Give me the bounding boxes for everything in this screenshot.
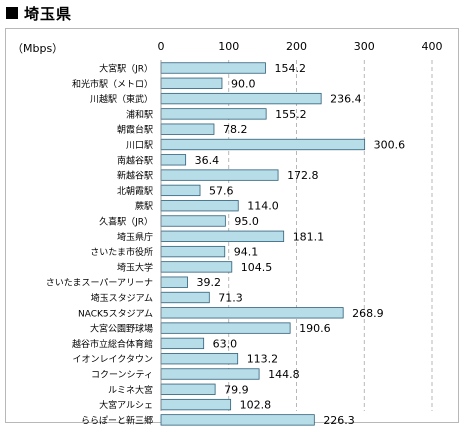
- category-label: 埼玉大学: [117, 261, 153, 273]
- category-label: 埼玉県庁: [117, 231, 153, 243]
- data-label: 300.6: [374, 139, 406, 152]
- data-label: 226.3: [323, 414, 355, 427]
- data-label: 78.2: [223, 123, 248, 136]
- data-label: 155.2: [275, 108, 307, 121]
- bar: [160, 169, 279, 181]
- bar: [160, 92, 322, 105]
- bar: [160, 337, 205, 350]
- bar: [160, 291, 210, 304]
- data-label: 154.2: [274, 62, 306, 75]
- data-label: 114.0: [247, 200, 278, 213]
- category-label: さいたまスーパーアリーナ: [46, 278, 153, 289]
- category-label: 埼玉スタジアム: [91, 292, 153, 304]
- bar: [160, 62, 266, 74]
- data-label: 36.4: [195, 154, 220, 167]
- bar: [160, 138, 366, 151]
- category-label: 川越駅（東武）: [90, 93, 153, 105]
- category-label: ららぽーと新三郷: [81, 414, 153, 426]
- bar: [160, 353, 239, 365]
- category-label: 蕨駅: [135, 200, 153, 212]
- category-labels: 大宮駅（JR） 和光市駅（メトロ） 川越駅（東武） 浦和駅朝霞台駅川口駅南越谷駅新越谷…: [46, 63, 153, 427]
- x-tick-label: 300: [354, 40, 375, 53]
- data-label: 268.9: [352, 307, 384, 320]
- category-label: 新越谷駅: [117, 170, 153, 182]
- bar: [160, 123, 215, 135]
- bar: [160, 108, 267, 120]
- data-label: 172.8: [287, 169, 319, 182]
- square-bullet-icon: [6, 7, 18, 19]
- data-label: 236.4: [330, 93, 362, 106]
- data-label: 104.5: [241, 261, 273, 274]
- bar: [160, 276, 188, 288]
- bar: [160, 368, 260, 380]
- value-labels: 154.2 90.0 236.4 155.2 78.2 300.6 36.4 172.8 57.…: [195, 62, 405, 427]
- category-label: ルミネ大宮: [108, 384, 153, 396]
- data-label: 90.0: [231, 77, 256, 90]
- bar: [160, 414, 315, 426]
- data-label: 94.1: [234, 246, 259, 259]
- category-label: イオンレイクタウン: [73, 354, 153, 365]
- bar: [160, 261, 233, 273]
- x-axis-ticks: 0 100 200 300 400: [158, 40, 443, 53]
- chart-title: 埼玉県: [24, 4, 73, 23]
- bar: [160, 215, 226, 227]
- category-label: 大宮アルシェ: [99, 399, 153, 411]
- category-label: 朝霞台駅: [117, 124, 153, 136]
- category-label: 大宮公園野球場: [90, 323, 153, 335]
- bar: [160, 230, 285, 242]
- bar: [160, 398, 232, 411]
- category-label: 南越谷駅: [117, 154, 153, 166]
- data-label: 71.3: [218, 292, 243, 305]
- category-label: 久喜駅（JR）: [99, 216, 153, 228]
- bar: [160, 154, 187, 166]
- x-tick-label: 400: [422, 40, 443, 53]
- chart-header: 埼玉県: [4, 2, 72, 24]
- category-label: 川口駅: [126, 140, 153, 151]
- category-label: 越谷市立総合体育館: [72, 338, 153, 350]
- category-label: 北朝霞駅: [117, 186, 153, 197]
- bar: [160, 77, 223, 89]
- bar: [160, 200, 239, 212]
- data-label: 144.8: [268, 368, 300, 381]
- bar: [160, 245, 226, 258]
- category-label: 浦和駅: [126, 108, 153, 120]
- x-tick-label: 100: [218, 40, 239, 53]
- data-label: 39.2: [197, 276, 222, 289]
- category-label: コクーンシティ: [91, 370, 153, 381]
- data-label: 190.6: [299, 322, 331, 335]
- category-label: さいたま市役所: [90, 246, 153, 258]
- bar: [160, 184, 201, 197]
- data-label: 57.6: [209, 184, 234, 197]
- data-label: 63.0: [213, 337, 238, 350]
- bars: [160, 62, 366, 426]
- data-label: 79.9: [224, 383, 249, 396]
- data-label: 95.0: [234, 215, 258, 228]
- category-label: 大宮駅（JR）: [99, 63, 153, 75]
- unit-label: （Mbps）: [12, 42, 63, 55]
- data-label: 113.2: [247, 353, 279, 366]
- x-tick-label: 200: [286, 40, 307, 53]
- bar: [160, 322, 291, 334]
- category-label: 和光市駅（メトロ）: [72, 78, 153, 90]
- category-label: NACK5スタジアム: [78, 308, 153, 319]
- bar: [160, 383, 216, 395]
- data-label: 102.8: [240, 399, 272, 412]
- bar: [160, 307, 344, 319]
- x-tick-label: 0: [158, 40, 165, 53]
- data-label: 181.1: [293, 230, 325, 243]
